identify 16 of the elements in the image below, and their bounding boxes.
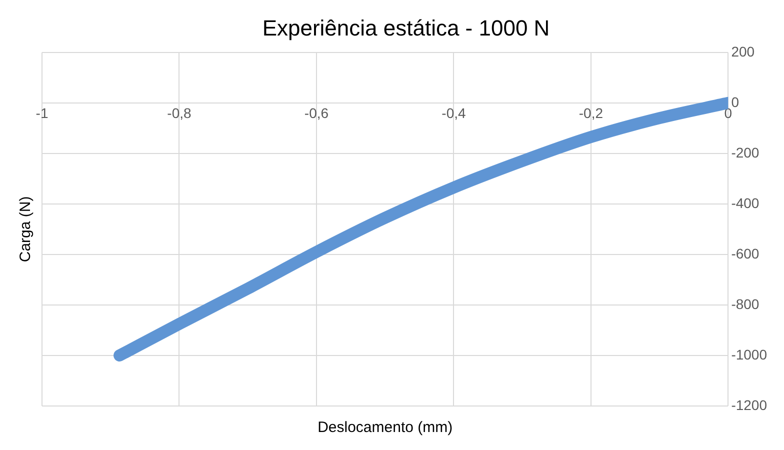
y-axis-title: Carga (N) — [17, 196, 34, 262]
y-tick-label: -600 — [731, 245, 760, 262]
y-tick-label: 0 — [731, 94, 740, 110]
x-tick-label: -0,8 — [167, 105, 192, 122]
x-tick-label: -0,4 — [442, 105, 466, 122]
x-tick-label: -1 — [36, 105, 48, 122]
y-tick-label: -1200 — [731, 396, 768, 413]
y-tick-label: -1000 — [731, 346, 768, 362]
y-tick-label: -400 — [731, 194, 760, 211]
x-tick-label: -0,2 — [578, 105, 604, 122]
y-tick-label: 200 — [731, 43, 755, 60]
x-axis-title: Deslocamento (mm) — [318, 419, 453, 436]
x-tick-label: -0,6 — [304, 105, 329, 122]
y-tick-label: -800 — [731, 296, 760, 312]
y-tick-label: -200 — [731, 144, 760, 160]
chart-title: Experiência estática - 1000 N — [262, 15, 550, 40]
